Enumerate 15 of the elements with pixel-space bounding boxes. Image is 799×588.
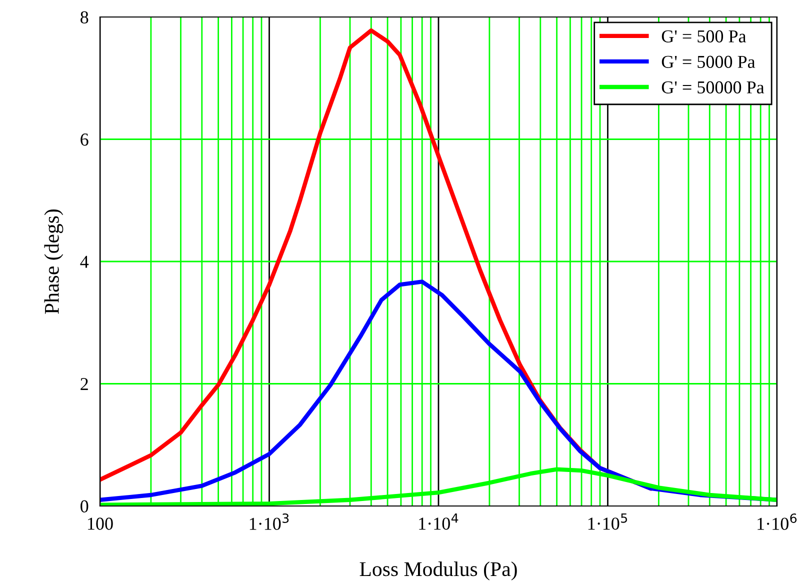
- y-tick-label: 2: [80, 378, 88, 390]
- legend-label: G' = 500 Pa: [662, 30, 746, 42]
- y-tick-label: 6: [80, 134, 88, 146]
- x-tick-label: 1·10$^{3}$: [250, 513, 289, 530]
- x-tick-label: 1·10$^{6}$: [758, 513, 797, 530]
- legend-label: G' = 5000 Pa: [662, 56, 756, 68]
- y-tick-label: 0: [80, 500, 88, 512]
- y-axis-title: Phase (degs): [44, 209, 64, 314]
- y-tick-label: 8: [80, 11, 88, 24]
- x-tick-label: 1·10$^{5}$: [588, 513, 628, 530]
- y-tick-label: 4: [80, 256, 89, 268]
- x-axis-title: Loss Modulus (Pa): [360, 562, 517, 580]
- legend-label: G' = 50000 Pa: [662, 81, 764, 94]
- x-tick-label: 1·10$^{4}$: [419, 513, 458, 530]
- x-tick-label: 100: [88, 518, 113, 530]
